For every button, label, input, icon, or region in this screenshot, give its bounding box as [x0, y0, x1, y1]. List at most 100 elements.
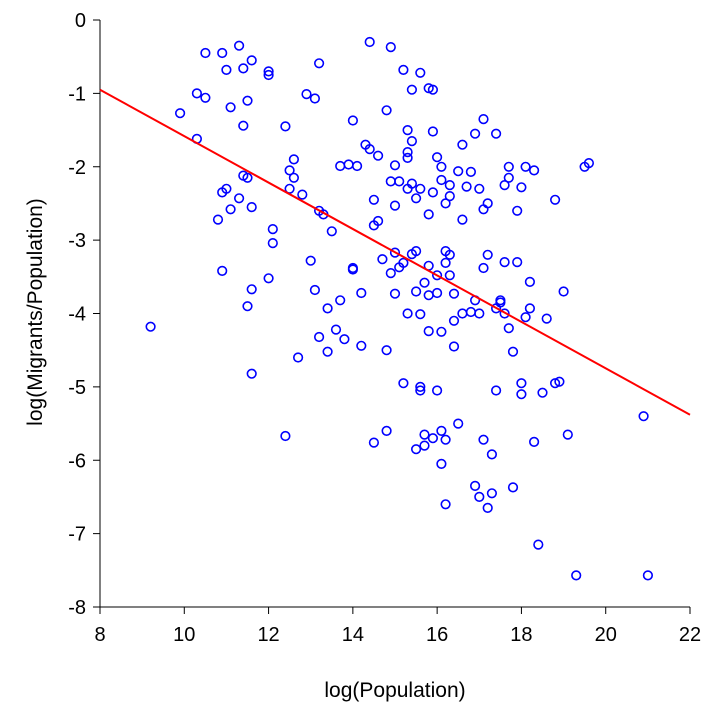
- data-point: [293, 352, 304, 363]
- y-tick-label: -5: [68, 377, 86, 399]
- data-point: [470, 480, 481, 492]
- data-point: [486, 449, 498, 460]
- data-point: [368, 437, 380, 448]
- data-point: [486, 488, 498, 499]
- data-point: [343, 159, 354, 170]
- data-point: [482, 198, 493, 209]
- data-point: [309, 93, 321, 104]
- data-point: [335, 160, 346, 172]
- data-point: [347, 115, 359, 126]
- x-tick-label: 18: [510, 624, 532, 646]
- data-point: [225, 102, 236, 113]
- data-point: [381, 345, 392, 356]
- data-point: [474, 183, 485, 194]
- data-point: [415, 385, 426, 396]
- data-point: [377, 254, 388, 265]
- data-point: [419, 440, 430, 451]
- data-point: [436, 425, 447, 437]
- y-tick-label: -7: [68, 524, 86, 546]
- data-point: [389, 247, 401, 258]
- data-point: [491, 385, 502, 396]
- data-point: [571, 570, 582, 581]
- y-tick-label: -3: [68, 230, 86, 252]
- y-tick-label: 0: [75, 10, 86, 32]
- data-point: [297, 189, 308, 200]
- data-point: [246, 55, 257, 66]
- data-point: [339, 334, 350, 345]
- data-point: [364, 36, 375, 48]
- data-point: [457, 214, 468, 225]
- x-tick-label: 14: [342, 624, 364, 646]
- data-point: [478, 262, 489, 274]
- data-point: [406, 84, 418, 95]
- data-point: [411, 246, 422, 257]
- data-point: [238, 63, 249, 74]
- data-point: [583, 158, 595, 169]
- data-point: [419, 277, 430, 288]
- data-point: [326, 226, 337, 237]
- data-point: [533, 539, 544, 550]
- data-point: [465, 306, 477, 318]
- x-axis-label: log(Population): [324, 679, 465, 702]
- data-point: [478, 434, 489, 445]
- data-point: [314, 331, 325, 343]
- data-points: [145, 36, 654, 581]
- y-tick-label: -2: [68, 157, 86, 179]
- data-point: [402, 152, 413, 163]
- data-point: [427, 84, 439, 95]
- data-point: [335, 295, 346, 306]
- data-point: [406, 136, 418, 147]
- data-point: [524, 276, 536, 288]
- data-point: [415, 67, 426, 78]
- data-point: [314, 58, 325, 69]
- data-point: [280, 121, 291, 132]
- data-point: [499, 308, 510, 319]
- data-point: [440, 257, 451, 269]
- data-point: [145, 321, 156, 332]
- data-point: [444, 180, 455, 191]
- y-axis: 0 -1 -2 -3 -4 -5 -6 -7 -8: [68, 10, 101, 619]
- data-point: [436, 458, 447, 470]
- data-point: [562, 429, 573, 440]
- data-point: [385, 41, 396, 53]
- x-tick-label: 20: [595, 624, 617, 646]
- data-point: [234, 193, 245, 204]
- data-point: [225, 204, 236, 215]
- regression-line: [99, 88, 691, 416]
- data-point: [436, 174, 447, 186]
- data-point: [448, 315, 460, 326]
- data-point: [309, 284, 321, 296]
- data-point: [432, 287, 443, 299]
- y-axis-label: log(Migrants/Population): [24, 198, 47, 426]
- data-point: [212, 214, 224, 225]
- data-point: [200, 47, 211, 59]
- data-point: [465, 166, 477, 177]
- data-point: [217, 265, 228, 277]
- data-point: [411, 286, 422, 297]
- data-point: [528, 436, 540, 448]
- data-point: [368, 194, 380, 205]
- data-point: [398, 378, 409, 389]
- data-point: [491, 128, 502, 139]
- data-point: [238, 120, 249, 131]
- data-point: [411, 193, 422, 204]
- data-point: [402, 125, 413, 136]
- data-point: [503, 323, 514, 334]
- data-point: [288, 172, 300, 183]
- y-tick-label: -8: [68, 597, 86, 619]
- data-point: [322, 303, 333, 314]
- data-point: [432, 270, 443, 281]
- data-point: [364, 144, 375, 155]
- data-point: [507, 346, 519, 357]
- data-point: [175, 108, 186, 119]
- data-point: [373, 150, 384, 161]
- data-point: [528, 165, 540, 176]
- data-point: [423, 290, 434, 301]
- data-point: [436, 161, 447, 172]
- data-point: [322, 346, 333, 357]
- data-point: [394, 176, 405, 187]
- data-point: [507, 482, 519, 493]
- data-point: [495, 297, 506, 308]
- data-point: [301, 88, 312, 100]
- data-point: [381, 105, 392, 116]
